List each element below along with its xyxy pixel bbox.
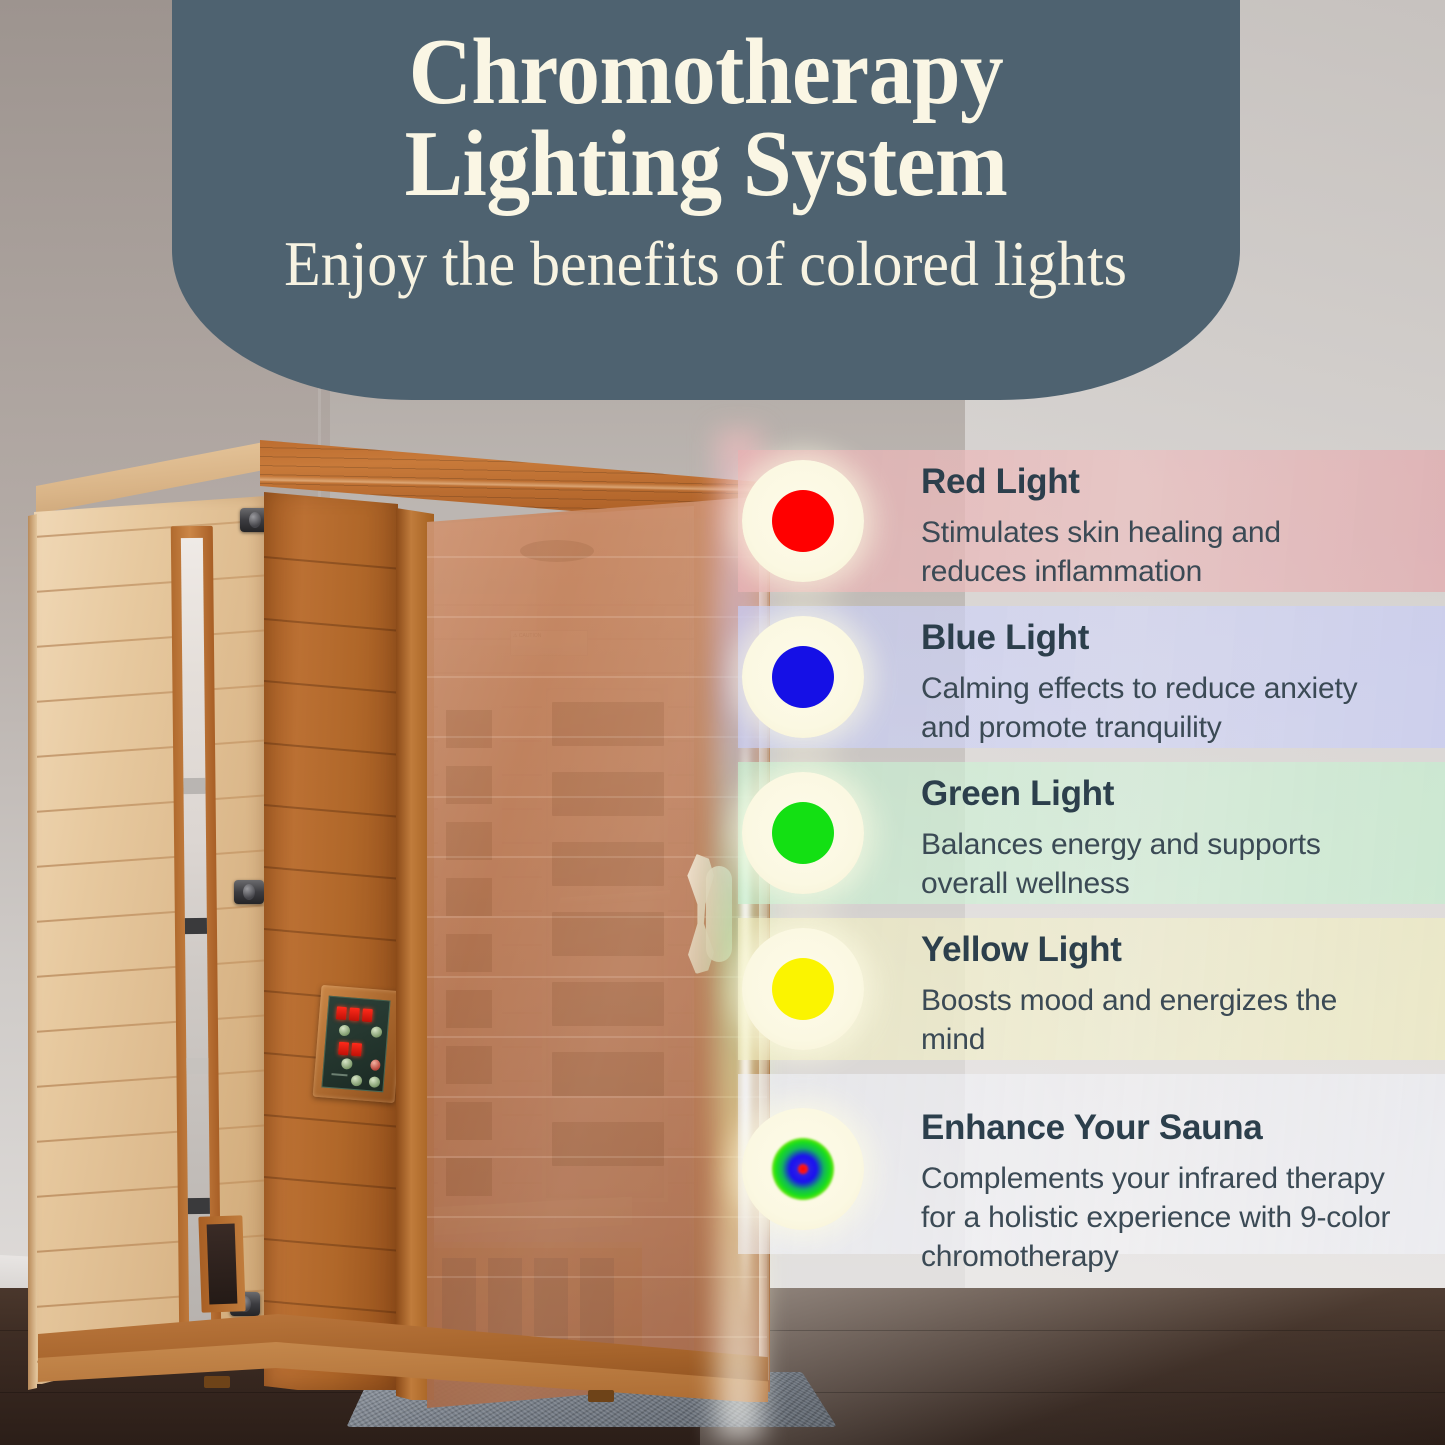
red-light-badge xyxy=(742,460,864,582)
wood-slat xyxy=(34,904,266,923)
window-reflection xyxy=(184,917,208,935)
audio-button[interactable] xyxy=(368,1076,381,1089)
wood-slat xyxy=(264,928,398,942)
feature-title: Green Light xyxy=(921,774,1115,813)
glass-reflection xyxy=(427,556,767,558)
wood-slat xyxy=(34,629,266,648)
enhance-your-sauna-badge xyxy=(742,1108,864,1230)
feature-row-yellow-light: Yellow Light Boosts mood and energizes t… xyxy=(716,918,1445,1060)
yellow-light-dot-icon xyxy=(772,958,834,1020)
glass-reflection xyxy=(427,1096,767,1098)
led-digit xyxy=(351,1042,363,1057)
wood-slat xyxy=(34,794,266,813)
glass-reflection xyxy=(427,676,767,678)
wood-slat xyxy=(264,1300,398,1314)
glass-reflection xyxy=(427,1156,767,1158)
wood-slat xyxy=(264,742,398,756)
wood-slat xyxy=(34,684,266,703)
infrared-sauna-cabin: ⚠ CAUTION xyxy=(28,430,770,1408)
feature-title: Enhance Your Sauna xyxy=(921,1108,1263,1147)
page-subtitle: Enjoy the benefits of colored lights xyxy=(284,229,1128,300)
page-title-line2: Lighting System xyxy=(404,112,1008,217)
green-light-dot-icon xyxy=(772,802,834,864)
wood-slat xyxy=(34,1014,266,1033)
led-digit xyxy=(335,1006,347,1021)
glass-reflection xyxy=(427,1036,767,1038)
feature-row-blue-light: Blue Light Calming effects to reduce anx… xyxy=(716,606,1445,748)
feature-text: Green Light Balances energy and supports… xyxy=(921,776,1433,903)
chromotherapy-button[interactable] xyxy=(350,1074,363,1087)
wood-slat xyxy=(264,866,398,880)
feature-title: Red Light xyxy=(921,462,1080,501)
red-light-dot-icon xyxy=(772,490,834,552)
glass-reflection xyxy=(427,1216,767,1218)
glass-reflection xyxy=(427,736,767,738)
led-digit xyxy=(338,1041,350,1056)
sauna-hinge-middle xyxy=(234,880,264,904)
wood-slat xyxy=(34,1124,266,1143)
glass-reflection xyxy=(427,856,767,858)
wood-slat xyxy=(34,519,266,538)
feature-text: Enhance Your Sauna Complements your infr… xyxy=(921,1110,1433,1276)
feature-title: Blue Light xyxy=(921,618,1090,657)
rainbow-chromotherapy-dot-icon xyxy=(772,1138,834,1200)
wood-slat xyxy=(34,849,266,868)
wood-slat xyxy=(264,804,398,818)
wood-slat xyxy=(264,1114,398,1128)
window-reflection xyxy=(183,777,206,795)
wood-slat xyxy=(264,680,398,694)
wood-slat xyxy=(264,1238,398,1252)
feature-list: Red Light Stimulates skin healing and re… xyxy=(716,450,1445,1273)
sauna-foot xyxy=(588,1390,614,1402)
feature-title: Yellow Light xyxy=(921,930,1122,969)
wood-slat xyxy=(34,959,266,978)
feature-row-green-light: Green Light Balances energy and supports… xyxy=(716,762,1445,904)
wood-slat xyxy=(34,1069,266,1088)
timer-button[interactable] xyxy=(340,1057,353,1070)
glass-reflection xyxy=(427,616,767,618)
page-title: Chromotherapy Lighting System xyxy=(404,20,1008,217)
control-panel-board xyxy=(321,995,391,1093)
sauna-front-wall xyxy=(264,492,398,1390)
control-label xyxy=(331,1073,348,1077)
window-reflection xyxy=(186,1057,209,1075)
wood-slat xyxy=(264,556,398,570)
sauna-foot xyxy=(204,1376,230,1388)
glass-reflection xyxy=(427,1276,767,1278)
feature-description: Stimulates skin healing and reduces infl… xyxy=(921,516,1281,588)
wood-slat xyxy=(34,739,266,758)
wood-slat xyxy=(34,1179,266,1198)
sauna-left-panel-edge xyxy=(28,514,37,1390)
glass-reflection xyxy=(427,1336,767,1338)
header-banner: Chromotherapy Lighting System Enjoy the … xyxy=(172,0,1240,400)
feature-description: Balances energy and supports overall wel… xyxy=(921,828,1321,900)
feature-text: Yellow Light Boosts mood and energizes t… xyxy=(921,932,1433,1059)
light-button[interactable] xyxy=(369,1059,381,1072)
wood-slat xyxy=(264,1176,398,1190)
page-title-line1: Chromotherapy xyxy=(408,20,1004,124)
window-reflection xyxy=(187,1197,210,1215)
yellow-light-badge xyxy=(742,928,864,1050)
feature-text: Red Light Stimulates skin healing and re… xyxy=(921,464,1433,591)
power-button[interactable] xyxy=(370,1026,383,1039)
feature-description: Calming effects to reduce anxiety and pr… xyxy=(921,672,1358,744)
led-digit xyxy=(348,1007,360,1022)
blue-light-dot-icon xyxy=(772,646,834,708)
sauna-lower-window xyxy=(206,1223,238,1305)
glass-reflection xyxy=(427,916,767,918)
glass-reflection xyxy=(427,796,767,798)
temp-up-button[interactable] xyxy=(338,1024,351,1037)
led-digit xyxy=(361,1008,373,1023)
blue-light-badge xyxy=(742,616,864,738)
feature-row-enhance-your-sauna: Enhance Your Sauna Complements your infr… xyxy=(716,1074,1445,1273)
wood-slat xyxy=(264,618,398,632)
wood-slat xyxy=(34,574,266,593)
feature-description: Complements your infrared therapy for a … xyxy=(921,1162,1391,1273)
glass-reflection xyxy=(427,976,767,978)
green-light-badge xyxy=(742,772,864,894)
feature-description: Boosts mood and energizes the mind xyxy=(921,984,1338,1056)
feature-row-red-light: Red Light Stimulates skin healing and re… xyxy=(716,450,1445,592)
feature-text: Blue Light Calming effects to reduce anx… xyxy=(921,620,1433,747)
